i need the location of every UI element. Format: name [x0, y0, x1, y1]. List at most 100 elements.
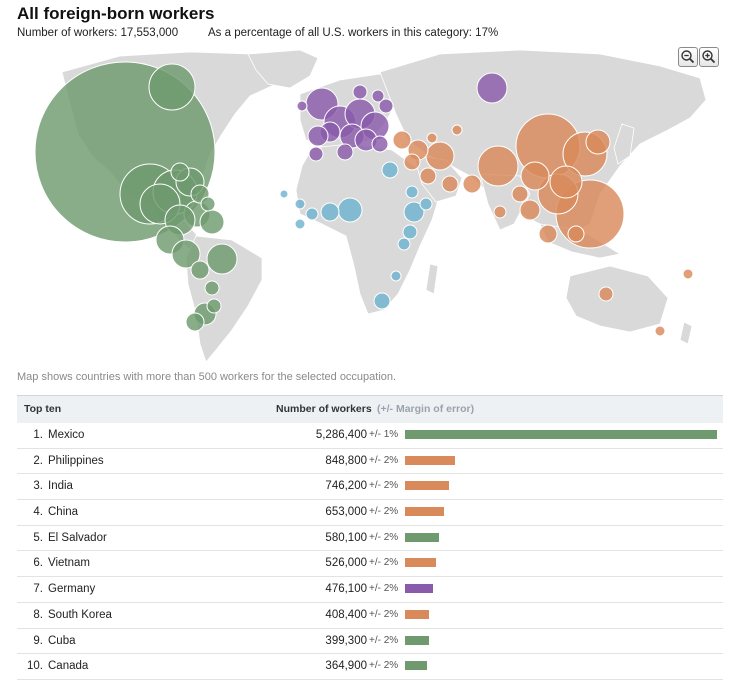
- country-bubble[interactable]: [185, 312, 205, 332]
- country-bubble[interactable]: [170, 162, 190, 182]
- country-bubble[interactable]: [204, 280, 220, 296]
- country-bubble[interactable]: [493, 205, 507, 219]
- country-bubble[interactable]: [320, 202, 340, 222]
- rank-cell: 6.: [33, 557, 43, 570]
- rank-cell: 1.: [33, 429, 43, 441]
- country-bubble[interactable]: [171, 239, 201, 269]
- country-bubble[interactable]: [425, 141, 455, 171]
- country-bubble[interactable]: [308, 146, 324, 162]
- country-bubble[interactable]: [567, 225, 585, 243]
- country-bubble[interactable]: [451, 124, 463, 136]
- worker-count-cell: 5,286,400: [315, 429, 367, 441]
- country-bubble[interactable]: [403, 153, 421, 171]
- table-row[interactable]: 8. South Korea 408,400 +/- 2%: [17, 603, 723, 629]
- table-row[interactable]: 9. Cuba 399,300 +/- 2%: [17, 629, 723, 655]
- rank-cell: 9.: [33, 634, 43, 647]
- rank-cell: 3.: [33, 480, 43, 493]
- country-bubble[interactable]: [538, 224, 558, 244]
- worker-count-cell: 364,900: [325, 660, 367, 673]
- country-bubble[interactable]: [279, 189, 289, 199]
- country-bubble[interactable]: [378, 98, 394, 114]
- worker-count-cell: 408,400: [325, 608, 367, 621]
- zoom-out-button[interactable]: [678, 47, 698, 67]
- country-bubble[interactable]: [397, 237, 411, 251]
- table-row[interactable]: 1. Mexico 5,286,400 +/- 1%: [17, 423, 723, 449]
- table-row[interactable]: 4. China 653,000 +/- 2%: [17, 500, 723, 526]
- country-bubble[interactable]: [519, 199, 541, 221]
- country-name-cell: China: [48, 506, 79, 519]
- country-bubble[interactable]: [392, 130, 412, 150]
- country-bubble[interactable]: [148, 63, 196, 111]
- worker-count-cell: 526,000: [325, 557, 367, 570]
- country-bubble[interactable]: [206, 243, 238, 275]
- country-bubble[interactable]: [549, 165, 583, 199]
- rank-cell: 4.: [33, 506, 43, 519]
- country-bubble[interactable]: [200, 196, 216, 212]
- country-bubble[interactable]: [426, 132, 438, 144]
- country-bubble[interactable]: [352, 84, 368, 100]
- country-bubble[interactable]: [190, 260, 210, 280]
- table-body: 1. Mexico 5,286,400 +/- 1% 2. Philippines 848,…: [17, 423, 723, 680]
- country-bubble[interactable]: [305, 207, 319, 221]
- worker-share-bar: [405, 584, 433, 594]
- country-bubble[interactable]: [381, 161, 399, 179]
- worker-share-bar: [405, 455, 455, 465]
- header-top-ten: Top ten: [24, 403, 62, 415]
- table-row[interactable]: 3. India 746,200 +/- 2%: [17, 474, 723, 501]
- worker-count: Number of workers: 17,553,000: [17, 27, 179, 39]
- country-bubble[interactable]: [441, 175, 459, 193]
- table-row[interactable]: 5. El Salvador 580,100 +/- 2%: [17, 526, 723, 552]
- country-bubbles: [34, 61, 694, 337]
- country-bubble[interactable]: [296, 100, 308, 112]
- world-map[interactable]: [0, 44, 740, 366]
- country-bubble[interactable]: [336, 143, 354, 161]
- country-name-cell: Vietnam: [48, 557, 90, 570]
- country-bubble[interactable]: [477, 145, 519, 187]
- country-bubble[interactable]: [199, 209, 225, 235]
- worker-share-bar: [405, 481, 449, 491]
- country-bubble[interactable]: [373, 292, 391, 310]
- table-row[interactable]: 7. Germany 476,100 +/- 2%: [17, 577, 723, 603]
- country-bubble[interactable]: [520, 161, 550, 191]
- country-bubble[interactable]: [462, 174, 482, 194]
- worker-count-cell: 476,100: [325, 583, 367, 596]
- country-bubble[interactable]: [403, 201, 425, 223]
- header-number-of-workers: Number of workers: [276, 403, 372, 415]
- country-bubble[interactable]: [682, 268, 694, 280]
- country-bubble[interactable]: [405, 185, 419, 199]
- country-bubble[interactable]: [598, 286, 614, 302]
- country-bubble[interactable]: [654, 325, 666, 337]
- country-bubble[interactable]: [294, 218, 306, 230]
- country-name-cell: Philippines: [48, 454, 104, 467]
- country-bubble[interactable]: [371, 135, 389, 153]
- worker-percentage: As a percentage of all U.S. workers in t…: [208, 27, 499, 39]
- margin-of-error-cell: +/- 2%: [369, 454, 399, 466]
- country-bubble[interactable]: [402, 224, 418, 240]
- worker-count-cell: 848,800: [325, 454, 367, 467]
- country-name-cell: South Korea: [48, 608, 112, 621]
- margin-of-error-cell: +/- 2%: [369, 608, 399, 620]
- rank-cell: 8.: [33, 608, 43, 621]
- country-bubble[interactable]: [371, 89, 385, 103]
- country-bubble[interactable]: [419, 197, 433, 211]
- country-bubble[interactable]: [390, 270, 402, 282]
- table-row[interactable]: 6. Vietnam 526,000 +/- 2%: [17, 551, 723, 578]
- margin-of-error-cell: +/- 2%: [369, 583, 399, 595]
- country-name-cell: Cuba: [48, 634, 76, 647]
- country-bubble[interactable]: [419, 167, 437, 185]
- country-bubble[interactable]: [511, 185, 529, 203]
- zoom-in-icon: [702, 50, 716, 64]
- country-bubble[interactable]: [294, 198, 306, 210]
- margin-of-error-cell: +/- 2%: [369, 480, 399, 492]
- country-bubble[interactable]: [337, 197, 363, 223]
- worker-count-cell: 746,200: [325, 480, 367, 493]
- country-bubble[interactable]: [476, 72, 508, 104]
- table-row[interactable]: 2. Philippines 848,800 +/- 2%: [17, 449, 723, 475]
- country-bubble[interactable]: [307, 125, 329, 147]
- margin-of-error-cell: +/- 2%: [369, 531, 399, 543]
- header-margin-of-error: (+/- Margin of error): [377, 403, 475, 415]
- zoom-in-button[interactable]: [699, 47, 719, 67]
- table-row[interactable]: 10. Canada 364,900 +/- 2%: [17, 654, 723, 680]
- country-bubble[interactable]: [585, 129, 611, 155]
- country-bubble[interactable]: [206, 298, 222, 314]
